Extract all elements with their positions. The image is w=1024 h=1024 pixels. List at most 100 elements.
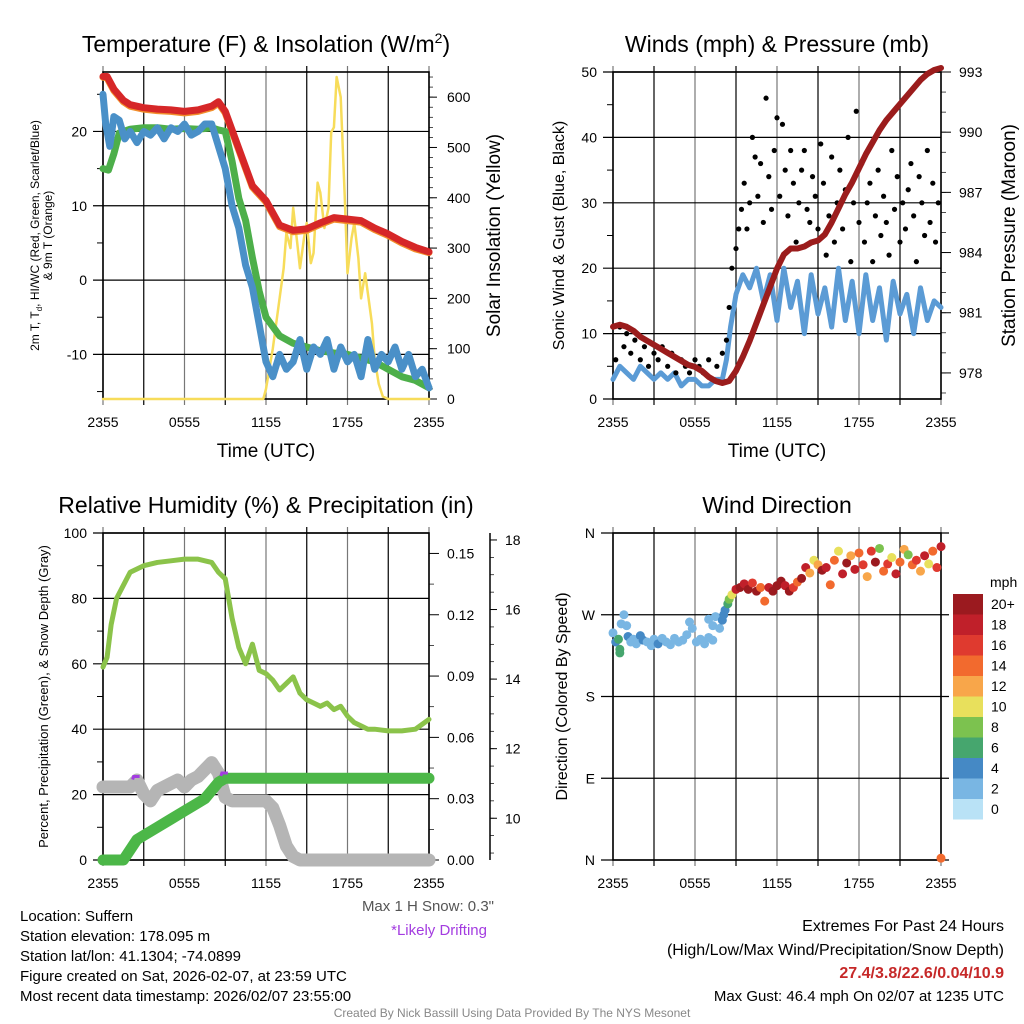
- rh-xtick-label: 2355: [413, 875, 444, 891]
- gust-point: [856, 219, 862, 226]
- temp-ytick-label: 0: [79, 272, 87, 288]
- pressure-tick-label: 984: [959, 245, 983, 261]
- wdir-point: [924, 559, 934, 569]
- gust-point: [889, 147, 895, 154]
- gust-point: [924, 147, 930, 154]
- winds-ytick-label: 30: [581, 195, 597, 211]
- gust-point: [911, 213, 917, 219]
- pressure-tick-label: 993: [959, 64, 983, 80]
- winds-xtick-label: 2355: [597, 414, 628, 430]
- elevation-text: Station elevation: 178.095 m: [20, 928, 211, 945]
- winds-xlabel: Time (UTC): [728, 441, 827, 462]
- gust-point: [796, 200, 802, 206]
- pressure-ylabel: Station Pressure (Maroon): [999, 124, 1020, 347]
- gust-point: [749, 134, 756, 140]
- gust-point: [820, 180, 827, 186]
- gust-point: [826, 213, 832, 219]
- gust-point: [793, 239, 799, 245]
- gust-point: [758, 160, 764, 167]
- gust-point: [637, 357, 643, 363]
- gust-point: [632, 337, 638, 343]
- winds-xtick-label: 2355: [925, 414, 956, 430]
- legend-label: 18: [991, 617, 1007, 633]
- temp-xtick-label: 0555: [169, 414, 200, 430]
- wdir-point: [834, 546, 843, 556]
- rh-line: [100, 556, 432, 734]
- legend-label: 4: [991, 760, 999, 776]
- temp-title: Temperature (F) & Insolation (W/m2): [82, 30, 450, 57]
- temp-ytick-label: -10: [67, 346, 87, 362]
- temp-xtick-label: 2355: [413, 414, 444, 430]
- legend-label: 10: [991, 699, 1007, 715]
- wdir-point: [805, 568, 815, 578]
- wdir-point: [756, 583, 766, 592]
- gust-point: [900, 200, 906, 206]
- gust-point: [790, 180, 797, 186]
- precip-tick-label: 0.00: [447, 852, 474, 868]
- snow-tick-label: 12: [505, 741, 521, 757]
- gust-point: [760, 219, 766, 226]
- wdir-point: [870, 557, 880, 567]
- rh-ytick-label: 20: [71, 787, 87, 803]
- rh-ytick-label: 40: [71, 721, 87, 737]
- extremes-subtitle: (High/Low/Max Wind/Precipitation/Snow De…: [666, 942, 1004, 959]
- winds-ytick-label: 40: [581, 129, 597, 145]
- winds-ytick-label: 0: [589, 391, 597, 407]
- insolation-tick-label: 300: [447, 240, 471, 256]
- wdir-point: [879, 566, 889, 576]
- series-wind_chill-line: [99, 90, 433, 392]
- wdir-xtick-label: 1755: [843, 875, 874, 891]
- gust-point: [875, 167, 881, 173]
- gust-point: [891, 206, 898, 212]
- wdir-point: [883, 559, 893, 569]
- winds-ylabel: Sonic Wind & Gust (Blue, Black): [551, 121, 568, 350]
- gust-point: [651, 350, 657, 356]
- wdir-point: [704, 614, 714, 624]
- rh-xtick-label: 1155: [251, 875, 281, 891]
- snow-tick-label: 14: [505, 671, 521, 687]
- wdir-ytick-label: N: [585, 525, 595, 541]
- gust-point: [829, 154, 835, 160]
- temp-ytick-label: 10: [71, 198, 87, 214]
- wdir-ytick-label: E: [586, 770, 595, 786]
- winds-xtick-label: 0555: [679, 414, 710, 430]
- gust-point: [628, 350, 634, 356]
- gust-point: [788, 147, 794, 154]
- insolation-ylabel: Solar Insolation (Yellow): [484, 134, 505, 337]
- temp-xlabel: Time (UTC): [217, 441, 316, 462]
- temp-ylabel: 2m T, Td, HI/WC (Red, Green, Scarlet/Blu…: [28, 120, 44, 351]
- legend-label: 8: [991, 719, 999, 735]
- gust-point: [845, 134, 851, 140]
- legend-label: 6: [991, 740, 999, 756]
- gust-point: [686, 370, 693, 376]
- gust-point: [886, 252, 892, 258]
- gust-point: [916, 174, 922, 180]
- gust-point: [823, 252, 829, 258]
- series-temp-line: [99, 72, 433, 256]
- insolation-tick-label: 400: [447, 190, 471, 206]
- insolation-tick-label: 200: [447, 290, 471, 306]
- insolation-tick-label: 500: [447, 139, 471, 155]
- wdir-ytick-label: W: [582, 607, 596, 623]
- precip-tick-label: 0.15: [447, 545, 474, 561]
- insolation-line: [101, 75, 431, 401]
- wdir-point: [715, 623, 725, 633]
- wdir-point: [903, 550, 913, 560]
- drifting-mark: [219, 771, 228, 777]
- legend-label: 16: [991, 637, 1007, 653]
- insolation-tick-label: 100: [447, 341, 471, 357]
- gust-point: [919, 200, 925, 206]
- legend-swatch: [953, 614, 983, 635]
- gust-point: [755, 193, 761, 199]
- legend-swatch: [953, 778, 983, 799]
- gust-point: [692, 357, 698, 363]
- legend-swatch: [953, 635, 983, 656]
- precip-line: [97, 772, 435, 866]
- rh-ytick-label: 60: [71, 656, 87, 672]
- pressure-tick-label: 990: [959, 124, 983, 140]
- wdir-point: [875, 543, 884, 553]
- winds-ytick-label: 50: [581, 64, 597, 80]
- wdir-xtick-label: 1155: [762, 875, 792, 891]
- wdir-point: [887, 553, 897, 563]
- wdir-point: [747, 578, 757, 588]
